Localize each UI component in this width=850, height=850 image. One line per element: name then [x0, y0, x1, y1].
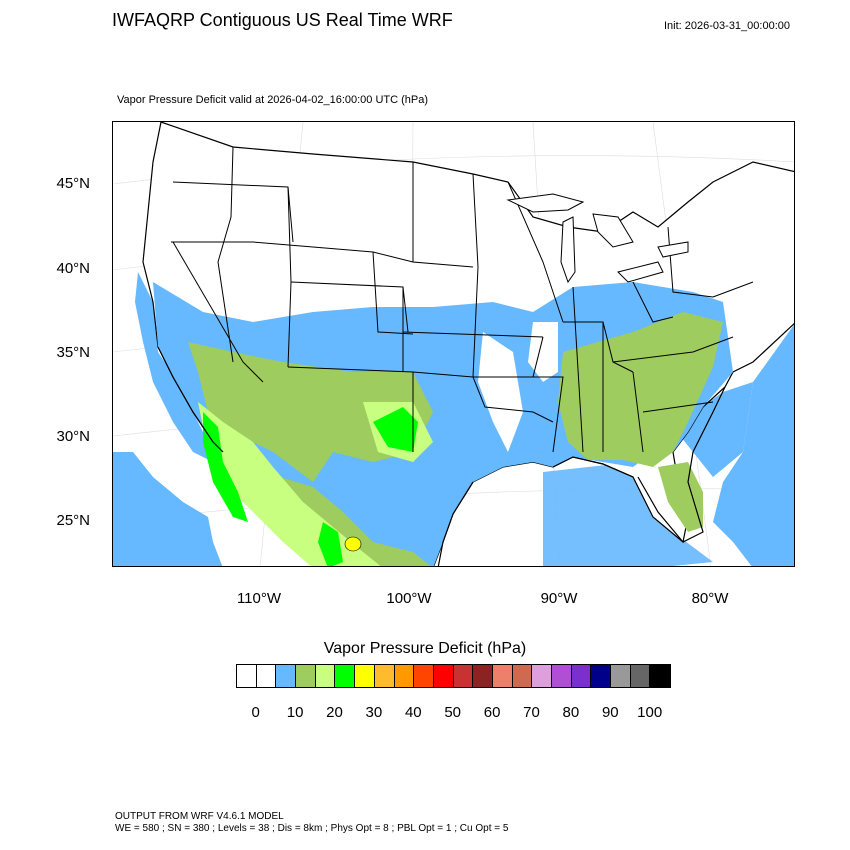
legend-label: 0 — [251, 704, 260, 721]
coastline — [157, 346, 726, 566]
legend-swatch — [276, 665, 297, 687]
legend-swatch — [532, 665, 552, 687]
legend-swatch — [571, 665, 592, 687]
legend-swatch — [473, 665, 493, 687]
vpd-map — [113, 122, 794, 566]
legend-label: 60 — [483, 704, 501, 721]
init-time: Init: 2026-03-31_00:00:00 — [664, 20, 790, 32]
legend-swatch — [315, 665, 336, 687]
field-subtitle: Vapor Pressure Deficit valid at 2026-04-… — [117, 94, 429, 106]
legend-swatch — [650, 665, 671, 687]
lon-label-80w: 80°W — [691, 590, 729, 607]
legend-swatch — [512, 665, 533, 687]
legend-swatch — [296, 665, 316, 687]
legend-swatch — [374, 665, 395, 687]
olive-mexico — [263, 472, 431, 566]
lon-label-110w: 110°W — [236, 590, 282, 607]
gulf-shading — [543, 462, 713, 566]
legend-label: 90 — [601, 704, 619, 721]
legend-swatch — [453, 665, 474, 687]
olive-southwest — [188, 342, 433, 482]
lon-label-90w: 90°W — [540, 590, 578, 607]
pacific-shading — [113, 452, 223, 566]
olive-florida — [658, 462, 703, 532]
lat-label-25: 25°N — [56, 512, 90, 529]
legend-title: Vapor Pressure Deficit (hPa) — [323, 640, 527, 657]
green-texas — [373, 407, 418, 452]
map-title: IWFAQRP Contiguous US Real Time WRF — [112, 10, 453, 30]
legend-swatch — [591, 665, 612, 687]
atlantic-patch — [673, 382, 753, 477]
legend-swatch — [335, 665, 356, 687]
lightgreen-southwest — [198, 402, 381, 566]
legend-swatch — [355, 665, 375, 687]
yellow-spot — [344, 536, 362, 552]
green-sierra — [318, 522, 343, 566]
legend-swatch — [394, 665, 415, 687]
olive-southeast — [558, 312, 723, 467]
great-lakes — [506, 193, 689, 284]
lat-label-40: 40°N — [56, 260, 90, 277]
legend-swatch — [237, 665, 257, 687]
legend-swatch — [256, 665, 277, 687]
legend-label: 100 — [637, 704, 663, 721]
legend-label: 20 — [326, 704, 343, 721]
lat-label-45: 45°N — [56, 175, 90, 192]
footer-config: WE = 580 ; SN = 380 ; Levels = 38 ; Dis … — [115, 823, 509, 834]
legend-label: 80 — [562, 704, 580, 721]
legend-label: 30 — [365, 704, 383, 721]
legend-swatch — [611, 665, 631, 687]
footer-model: OUTPUT FROM WRF V4.6.1 MODEL — [115, 811, 284, 822]
legend-swatch — [630, 665, 651, 687]
lon-label-100w: 100°W — [386, 590, 432, 607]
legend-label: 40 — [404, 704, 422, 721]
legend-swatch — [552, 665, 572, 687]
legend-label: 50 — [444, 704, 462, 721]
low-vpd-plains — [478, 332, 523, 452]
lat-label-30: 30°N — [56, 428, 90, 445]
green-baja — [203, 412, 248, 522]
legend-swatch — [492, 665, 513, 687]
legend-swatch — [433, 665, 454, 687]
legend-label: 10 — [286, 704, 304, 721]
atlantic-shading — [713, 324, 794, 566]
legend-swatch — [414, 665, 434, 687]
legend-label: 70 — [523, 704, 540, 721]
lat-label-35: 35°N — [56, 344, 90, 361]
map-panel — [112, 121, 795, 567]
legend-colorbar — [236, 664, 672, 688]
state-borders — [171, 146, 754, 453]
